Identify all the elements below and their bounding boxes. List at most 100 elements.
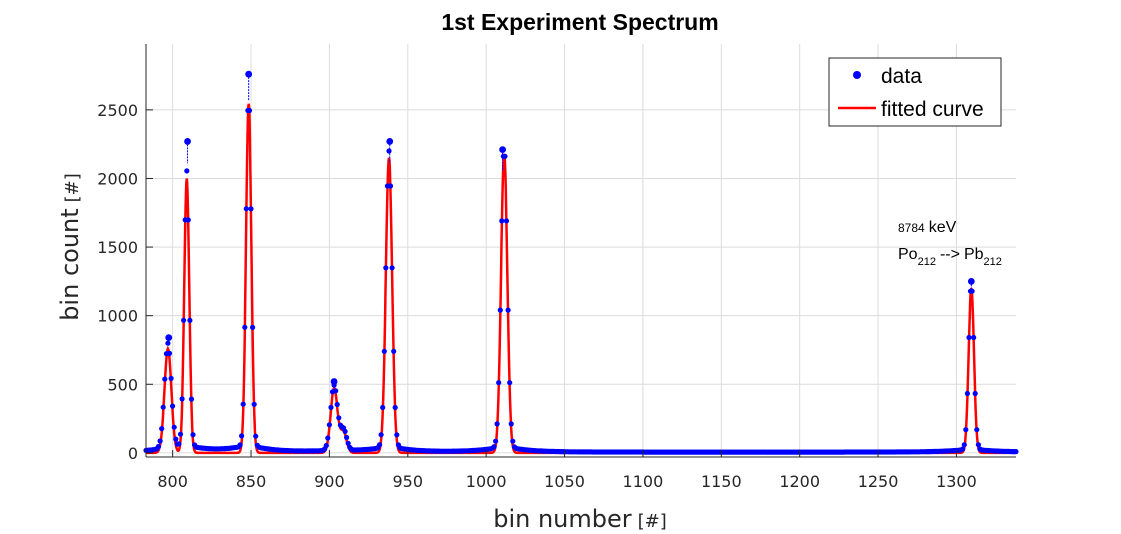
data-point [967, 277, 975, 285]
data-point [963, 427, 969, 433]
data-point [345, 440, 351, 446]
data-point [508, 421, 514, 427]
x-axis-label-text: bin number [493, 505, 632, 533]
data-point [245, 70, 253, 78]
data-point [165, 340, 171, 346]
x-tick-label: 1150 [701, 472, 742, 491]
data-point [325, 435, 331, 441]
data-point [253, 433, 259, 439]
annotation-decay: Po212 --> Pb212 [898, 246, 1002, 268]
x-tick-label: 800 [157, 472, 188, 491]
legend-fit-label: fitted curve [881, 98, 984, 121]
x-tick-label: 1100 [623, 472, 664, 491]
data-point [391, 348, 397, 354]
data-point [493, 438, 499, 444]
data-point [386, 148, 392, 154]
data-point [1013, 449, 1019, 455]
data-point [237, 442, 243, 448]
data-point [155, 443, 162, 450]
data-point [177, 431, 184, 437]
data-point [159, 426, 165, 432]
data-point [328, 404, 334, 410]
y-tick-label: 500 [107, 375, 138, 394]
data-point [502, 153, 508, 159]
annotation-parent: Po [898, 246, 918, 263]
data-point [344, 434, 350, 441]
data-point [381, 348, 387, 354]
data-point [188, 396, 195, 402]
data-point [246, 107, 253, 114]
annotation-parent-sub: 212 [918, 256, 936, 268]
annotation-energy-value: 8784 [898, 221, 925, 235]
data-point [499, 218, 505, 224]
data-point [505, 307, 511, 313]
data-point [499, 146, 507, 154]
data-point [387, 183, 394, 189]
data-point [184, 138, 191, 145]
data-point [239, 433, 245, 439]
legend: data fitted curve [828, 57, 1002, 127]
data-point [166, 350, 173, 356]
data-point [969, 288, 975, 294]
x-axis-label-unit: [#] [638, 511, 667, 532]
data-point [380, 404, 386, 411]
y-tick-label: 2000 [97, 169, 138, 188]
data-point [964, 390, 971, 397]
y-tick-label: 1500 [97, 238, 138, 257]
x-tick-label: 1200 [779, 472, 820, 491]
data-point [394, 432, 400, 438]
data-point [171, 424, 177, 430]
data-point [165, 334, 173, 342]
x-tick-label: 1250 [858, 472, 899, 491]
annotation-energy-unit: keV [929, 219, 957, 236]
data-point [377, 442, 383, 448]
y-tick-label: 2500 [97, 101, 138, 120]
data-point [507, 380, 513, 386]
data-point [972, 390, 978, 397]
data-point [326, 422, 332, 428]
x-tick-label: 1000 [466, 472, 507, 491]
legend-data-marker [853, 71, 861, 79]
data-point [168, 375, 174, 381]
data-point [248, 206, 254, 212]
data-point [378, 432, 384, 438]
data-point [157, 438, 163, 444]
data-point [330, 378, 338, 385]
data-point [160, 404, 166, 410]
x-tick-label: 1050 [544, 472, 585, 491]
data-point [494, 421, 500, 427]
annotation-daughter-sub: 212 [984, 256, 1002, 268]
data-point [243, 206, 249, 212]
data-point [336, 415, 342, 421]
data-series [143, 70, 1019, 455]
data-point [184, 168, 190, 174]
data-point [503, 218, 510, 224]
data-point [187, 317, 193, 323]
y-axis-label-unit: [#] [62, 173, 83, 202]
data-point [334, 401, 340, 408]
axes: 800 850 900 950 1000 1050 1100 1150 1200 1250 1300… [97, 44, 1016, 491]
annotation-arrow: --> [940, 246, 960, 263]
data-point [974, 427, 980, 433]
data-point [386, 138, 394, 145]
peak-annotation: 8784 keV Po212 --> Pb212 [898, 219, 1002, 268]
data-point [960, 446, 966, 452]
data-point [250, 324, 256, 330]
data-point [342, 428, 348, 434]
data-point [333, 388, 339, 394]
legend-data-label: data [881, 65, 922, 88]
annotation-daughter: Pb [964, 246, 984, 263]
data-point [170, 403, 176, 409]
data-point [179, 396, 185, 402]
grid [146, 44, 1016, 457]
data-point [975, 442, 982, 448]
y-tick-label: 0 [128, 444, 138, 463]
data-point [162, 376, 168, 382]
data-point [181, 317, 187, 323]
data-point [966, 334, 972, 341]
data-point [961, 442, 967, 448]
x-axis-label: bin number [#] [493, 505, 667, 533]
data-point [240, 401, 246, 407]
y-axis-label: bin count [#] [56, 173, 84, 321]
data-point [323, 442, 329, 449]
